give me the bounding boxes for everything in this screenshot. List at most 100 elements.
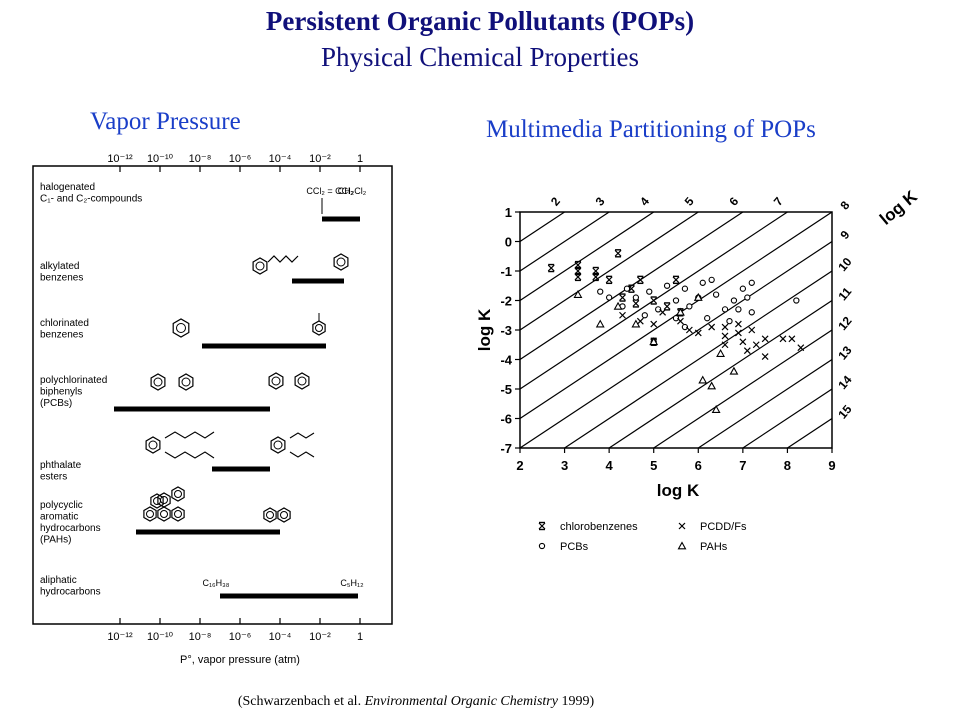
koa-top-label: 4 <box>637 194 652 208</box>
vp-annotation: C₁₆H₃₈ <box>202 578 229 588</box>
point-pahs <box>676 307 685 316</box>
koa-line <box>741 388 832 448</box>
y-tick-label: -2 <box>500 294 512 309</box>
vp-frame <box>32 165 393 625</box>
vp-annotation: C₅H₁₂ <box>340 578 364 588</box>
benzene-inner-circle-icon <box>297 376 307 386</box>
ester-chain-icon <box>289 451 315 458</box>
benzene-inner-circle-icon <box>160 510 168 518</box>
vp-category-label: chlorinated <box>40 318 89 329</box>
x-tick-label: 4 <box>606 458 614 473</box>
vp-top-tick-label: 1 <box>357 153 363 165</box>
point-chlorobenzenes <box>605 276 613 284</box>
x-tick-label: 5 <box>650 458 657 473</box>
legend-marker-pcbs <box>538 542 546 550</box>
legend-item-pcbs: PCBs <box>538 541 589 553</box>
y-tick-label: 0 <box>505 235 512 250</box>
point-pahs <box>693 292 703 301</box>
vp-x-axis-label: P°, vapor pressure (atm) <box>180 654 300 666</box>
vp-category-label: benzenes <box>40 330 83 341</box>
point-pahs <box>613 301 623 310</box>
benzene-ring-icon <box>294 372 310 390</box>
koa-line <box>697 358 832 448</box>
benzene-ring-icon <box>157 492 171 508</box>
point-pcbs <box>726 317 733 325</box>
koa-line <box>652 329 832 448</box>
koa-top-label: 5 <box>682 194 697 208</box>
koa-top-label: 6 <box>726 194 741 208</box>
point-chlorobenzenes <box>650 297 658 304</box>
citation-prefix: (Schwarzenbach et al. <box>237 694 365 709</box>
point-pahs <box>711 405 721 414</box>
point-chlorobenzenes <box>592 273 600 281</box>
point-pcbs <box>686 303 693 310</box>
series-pcdd <box>619 308 805 360</box>
legend-marker-pcdd <box>678 522 686 530</box>
vp-category-label: hydrocarbons <box>40 587 101 598</box>
vp-bottom-tick-label: 1 <box>357 631 363 643</box>
point-pcdd <box>659 308 667 316</box>
benzene-inner-circle-icon <box>174 490 182 498</box>
benzene-inner-circle-icon <box>336 257 346 267</box>
point-pcdd <box>752 341 760 349</box>
point-pahs <box>698 375 708 384</box>
point-pcdd <box>761 335 769 343</box>
benzene-ring-icon <box>171 506 185 522</box>
vp-category-label: phthalate <box>40 460 82 471</box>
benzene-ring-icon <box>333 253 349 271</box>
benzene-ring-icon <box>150 373 166 391</box>
vp-bottom-tick-label: 10⁻¹² <box>107 631 133 643</box>
page-subtitle: Physical Chemical Properties <box>321 42 639 72</box>
point-pcdd <box>685 326 693 334</box>
vp-category-label: halogenated <box>40 182 95 193</box>
benzene-ring-icon <box>143 506 157 522</box>
benzene-inner-circle-icon <box>146 510 154 518</box>
koa-top-label: 7 <box>771 194 786 208</box>
point-pcdd <box>788 335 796 343</box>
koa-right-label: 8 <box>837 198 852 212</box>
x-tick-label: 9 <box>828 458 835 473</box>
benzene-inner-circle-icon <box>273 440 283 450</box>
koa-right-label: 10 <box>835 255 855 274</box>
koa-line <box>520 212 700 331</box>
benzene-inner-circle-icon <box>315 324 323 332</box>
point-pcdd <box>721 332 729 340</box>
benzene-inner-circle-icon <box>280 511 288 519</box>
point-pahs <box>707 381 717 390</box>
point-chlorobenzenes <box>663 302 671 310</box>
koa-right-label: 11 <box>835 284 854 303</box>
vp-category-label: biphenyls <box>40 387 82 398</box>
koa-line <box>520 212 744 361</box>
vp-bottom-tick-label: 10⁻⁴ <box>269 631 292 643</box>
point-pcbs <box>641 312 648 319</box>
point-pcdd <box>708 323 716 331</box>
point-pcdd <box>677 317 684 325</box>
legend-marker-pahs <box>677 541 687 550</box>
vp-bottom-tick-label: 10⁻² <box>309 631 331 643</box>
legend-label: chlorobenzenes <box>560 521 638 533</box>
vp-bottom-tick-label: 10⁻¹⁰ <box>147 631 174 643</box>
point-pcbs <box>748 279 755 286</box>
y-axis-label: log K <box>475 308 494 351</box>
point-pcbs <box>597 288 604 295</box>
benzene-inner-circle-icon <box>271 376 281 386</box>
vp-category-label: (PAHs) <box>40 535 71 546</box>
vp-category-label: aromatic <box>40 512 78 523</box>
benzene-ring-icon <box>252 257 268 275</box>
vp-category-label: aliphatic <box>40 575 77 586</box>
koa-line <box>563 270 832 448</box>
benzene-ring-icon <box>178 373 194 391</box>
x-tick-label: 2 <box>516 458 523 473</box>
point-pcdd <box>694 329 702 337</box>
benzene-inner-circle-icon <box>181 377 191 387</box>
point-pcdd <box>721 323 729 331</box>
point-pcbs <box>793 297 800 304</box>
benzene-ring-icon <box>277 507 291 523</box>
benzene-ring-icon <box>172 318 190 338</box>
point-pcbs <box>681 323 689 331</box>
vp-annotation: CCl₂ = CCl₂ <box>306 186 354 196</box>
koa-top-label: 3 <box>593 194 608 208</box>
alkyl-chain-icon <box>267 255 299 263</box>
y-tick-label: -1 <box>500 264 512 279</box>
